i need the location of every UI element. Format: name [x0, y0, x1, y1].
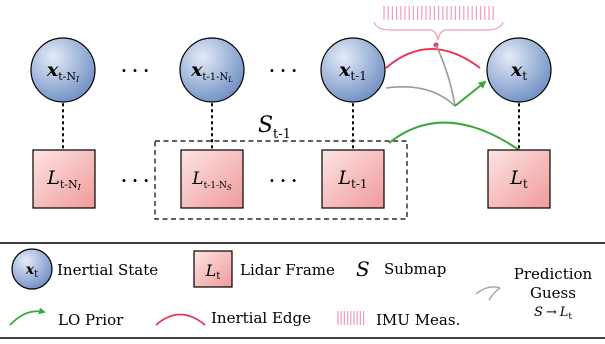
lo-prior-arrow [454, 80, 487, 107]
legend-state-swatch [11, 248, 53, 290]
svg-text:xt: xt [510, 59, 527, 83]
ellipsis-states-1: · · · [121, 61, 149, 80]
svg-text:xt-1: xt-1 [338, 59, 367, 83]
svg-text:t-1: t-1 [273, 127, 291, 142]
svg-text:S: S [356, 257, 370, 281]
svg-text:S: S [258, 113, 273, 138]
legend-imu-swatch [337, 311, 365, 325]
legend-lidar-frame: Lt Lidar Frame [193, 250, 335, 288]
prediction-gray-line-a [435, 44, 456, 107]
legend-prediction-guess: Prediction Guess S → Lt [475, 265, 593, 322]
imu-brace [373, 21, 504, 41]
svg-text:LO Prior: LO Prior [58, 311, 124, 329]
legend-submap: S Submap [356, 257, 446, 281]
svg-text:Lt: Lt [205, 261, 221, 282]
legend-imu: IMU Meas. [337, 311, 460, 329]
submap-label: S t-1 [258, 113, 291, 142]
svg-text:Submap: Submap [384, 260, 446, 278]
svg-text:Inertial Edge: Inertial Edge [211, 309, 311, 327]
frame-node-t-1: Lt-1 [321, 149, 385, 209]
svg-text:Lt-1: Lt-1 [337, 167, 367, 191]
state-node-t-1: xt-1 [320, 37, 386, 103]
prediction-gray-line-b [385, 86, 456, 107]
legend-inertial-edge: Inertial Edge [155, 309, 311, 327]
submap-box [154, 140, 408, 220]
svg-text:xt-NI: xt-NI [46, 59, 80, 84]
svg-text:Guess: Guess [530, 284, 576, 302]
ellipsis-states-2: · · · [269, 61, 297, 80]
legend-lo-prior: LO Prior [9, 307, 124, 329]
lo-prior-curve [388, 121, 523, 153]
legend-inertial-edge-swatch [155, 313, 206, 326]
legend-inertial-state: xt Inertial State [11, 248, 158, 290]
legend-frame-swatch [193, 250, 233, 288]
svg-text:Inertial State: Inertial State [57, 261, 158, 279]
frame-node-t-n-i: Lt-NI [32, 149, 96, 209]
svg-text:xt: xt [25, 262, 38, 280]
state-node-t: xt [486, 37, 552, 103]
svg-text:IMU Meas.: IMU Meas. [376, 311, 460, 329]
state-node-t-n-i: xt-NI [30, 37, 96, 103]
svg-text:Lt-NI: Lt-NI [46, 167, 81, 192]
legend-prediction-swatch [475, 286, 501, 301]
svg-text:S→Lt: S → Lt [534, 305, 572, 322]
ellipsis-frames-2: · · · [269, 171, 297, 190]
inertial-edge-curve [385, 48, 481, 69]
svg-text:Prediction: Prediction [514, 265, 593, 283]
legend-lo-prior-swatch [9, 307, 46, 326]
imu-measurement-ticks [383, 6, 494, 20]
state-node-t-1-n-l: xt-1-NL [179, 37, 245, 103]
frame-node-t: Lt [487, 149, 551, 209]
svg-text:Lidar Frame: Lidar Frame [240, 261, 335, 279]
svg-text:Lt: Lt [509, 167, 528, 191]
frame-node-t-1-n-s: Lt-1-NS [180, 149, 244, 209]
svg-text:Lt-1-NS: Lt-1-NS [191, 169, 232, 192]
ellipsis-frames-1: · · · [121, 171, 149, 190]
svg-text:xt-1-NL: xt-1-NL [190, 59, 233, 84]
